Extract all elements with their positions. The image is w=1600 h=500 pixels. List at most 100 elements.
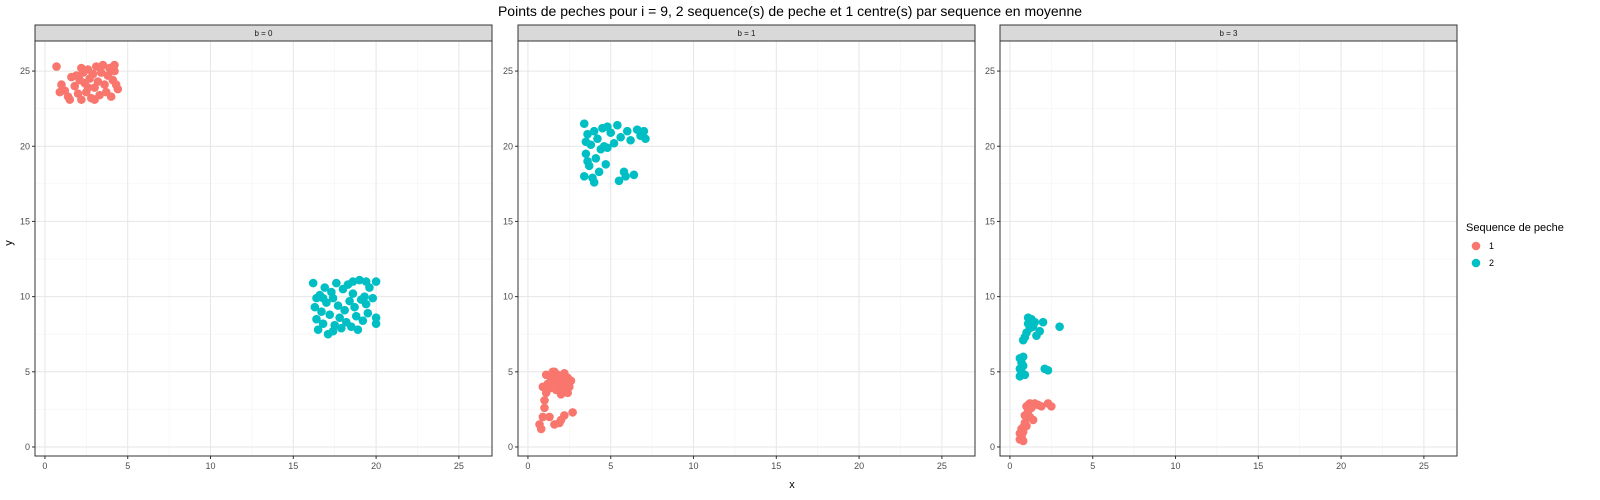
x-tick-label: 10 [1171, 461, 1181, 471]
data-point [333, 301, 343, 310]
y-tick-label: 0 [25, 442, 30, 452]
data-point [568, 408, 577, 417]
y-tick-label: 20 [503, 141, 513, 151]
data-point [1030, 399, 1040, 408]
data-point [77, 95, 86, 104]
x-tick-label: 15 [288, 461, 298, 471]
y-tick-label: 10 [20, 292, 30, 302]
data-point [583, 129, 592, 139]
x-tick-label: 25 [1419, 461, 1429, 471]
data-point [1038, 317, 1048, 327]
data-point [614, 176, 624, 186]
data-point [541, 370, 551, 380]
x-tick-label: 5 [1090, 461, 1095, 471]
legend-label-2: 2 [1489, 258, 1494, 268]
data-point [371, 277, 381, 286]
data-point [1017, 367, 1026, 377]
y-tick-label: 25 [20, 66, 30, 76]
data-point [345, 296, 354, 306]
data-point [1043, 365, 1053, 375]
x-tick-label: 20 [371, 461, 381, 471]
y-tick-label: 0 [508, 442, 513, 452]
x-tick-label: 0 [1007, 461, 1012, 471]
data-point [310, 302, 320, 312]
series-2 [308, 275, 381, 339]
data-point [603, 122, 612, 132]
data-point [70, 81, 80, 91]
series-1 [52, 60, 123, 104]
data-point [340, 305, 349, 315]
data-point [1035, 326, 1045, 336]
data-point [641, 134, 650, 144]
data-point [312, 293, 321, 303]
data-point [589, 178, 599, 187]
data-point [540, 403, 549, 413]
series-2 [579, 119, 650, 187]
y-tick-label: 5 [508, 367, 513, 377]
legend-label-1: 1 [1489, 241, 1494, 251]
legend: Sequence de peche 1 2 [1466, 222, 1564, 268]
data-point [556, 415, 566, 425]
legend-key-2 [1471, 258, 1481, 268]
data-point [335, 313, 344, 322]
data-point [538, 382, 548, 392]
data-point [55, 87, 65, 97]
data-point [622, 126, 632, 136]
facet-strip-label: b = 3 [1219, 29, 1238, 38]
facet-strip-label: b = 1 [737, 29, 756, 38]
data-point [579, 172, 589, 181]
data-point [361, 277, 371, 286]
data-point [581, 137, 591, 147]
x-tick-label: 15 [771, 461, 781, 471]
data-point [1018, 423, 1028, 432]
data-point [563, 388, 572, 398]
y-tick-label: 10 [985, 292, 995, 302]
data-point [594, 167, 604, 177]
x-tick-label: 20 [854, 461, 864, 471]
data-point [609, 138, 619, 148]
data-point [355, 275, 364, 285]
data-point [90, 95, 99, 104]
series-2 [1015, 313, 1064, 381]
data-point [351, 311, 361, 321]
data-point [110, 60, 119, 70]
data-point [318, 319, 328, 328]
data-point [601, 159, 611, 169]
x-tick-label: 15 [1253, 461, 1263, 471]
data-point [325, 310, 335, 319]
data-point [603, 143, 612, 153]
y-tick-label: 15 [20, 216, 30, 226]
data-point [77, 63, 86, 73]
data-point [106, 92, 116, 101]
panel-1: b = 0 0 5 10 15 20 25 0 5 10 15 20 25 [20, 24, 493, 471]
data-point [1037, 402, 1046, 411]
data-point [328, 326, 338, 336]
x-tick-label: 10 [206, 461, 216, 471]
legend-title: Sequence de peche [1466, 222, 1564, 234]
x-tick-label: 10 [689, 461, 699, 471]
data-point [98, 60, 108, 70]
series-1 [1015, 399, 1056, 446]
x-axis-title: x [789, 479, 795, 491]
data-point [556, 390, 566, 399]
data-point [113, 84, 123, 94]
panel-background [35, 41, 492, 456]
data-point [353, 325, 363, 334]
y-tick-label: 25 [985, 66, 995, 76]
data-point [65, 95, 75, 104]
data-point [308, 278, 318, 288]
data-point [110, 66, 119, 76]
data-point [566, 376, 576, 386]
data-point [346, 322, 356, 331]
data-point [52, 62, 61, 71]
data-point [626, 135, 635, 145]
data-point [550, 367, 559, 377]
data-point [536, 424, 546, 434]
y-tick-label: 5 [990, 367, 995, 377]
data-point [348, 289, 358, 298]
x-tick-label: 20 [1336, 461, 1346, 471]
y-tick-label: 20 [985, 141, 995, 151]
y-tick-label: 15 [503, 216, 513, 226]
data-point [545, 412, 554, 422]
data-point [1030, 317, 1040, 327]
